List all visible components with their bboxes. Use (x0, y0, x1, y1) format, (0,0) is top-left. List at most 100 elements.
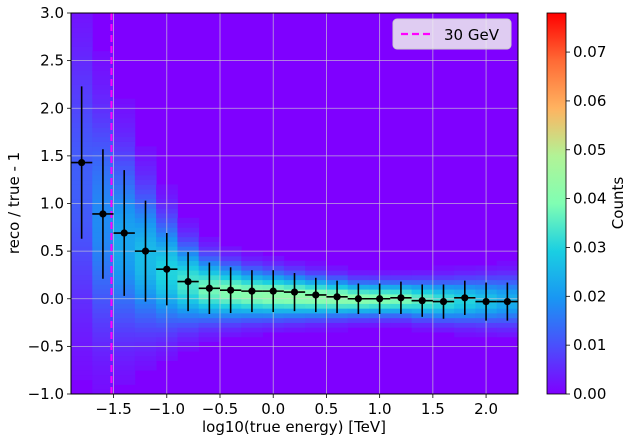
heatmap-cell (198, 241, 221, 247)
data-point (411, 284, 433, 317)
x-tick-label: 0.5 (314, 400, 338, 418)
heatmap-cell (71, 70, 93, 76)
colorbar-tick-label: 0.05 (573, 141, 606, 159)
heatmap-cell (198, 332, 221, 338)
point-marker (312, 291, 320, 299)
heatmap-cell (92, 370, 114, 376)
heatmap-cell (241, 251, 263, 257)
heatmap-cell (496, 322, 518, 328)
heatmap-cell (113, 317, 136, 323)
y-tick-label: 2.0 (40, 99, 64, 117)
heatmap-cell (92, 293, 114, 300)
heatmap-cell (113, 141, 136, 147)
heatmap-cell (390, 274, 412, 281)
heatmap-cell (71, 60, 93, 66)
data-point (220, 267, 242, 314)
heatmap-cell (496, 260, 518, 266)
x-axis-ticks: −1.5 −1.0 −0.5 0.0 0.5 1.0 1.5 2.0 (95, 394, 498, 418)
heatmap-cell (134, 165, 157, 171)
heatmap-cell (134, 308, 157, 314)
point-marker (141, 247, 150, 255)
heatmap-cell (71, 336, 93, 343)
heatmap-cell (92, 55, 114, 62)
heatmap-cell (390, 322, 412, 328)
x-tick-label: 0.0 (261, 400, 285, 418)
data-point (241, 270, 263, 313)
heatmap-cell (134, 351, 157, 357)
heatmap-cell (71, 284, 93, 290)
heatmap-cell (198, 255, 221, 262)
heatmap-cell (71, 355, 93, 362)
heatmap-cell (411, 327, 434, 333)
heatmap-cell (92, 89, 114, 95)
heatmap-cell (71, 260, 93, 266)
heatmap-cell (92, 79, 114, 85)
heatmap-cell (496, 274, 518, 281)
heatmap-cell (113, 370, 136, 376)
point-marker (354, 295, 362, 303)
colorbar-tick-label: 0.04 (573, 190, 606, 208)
heatmap-cell (326, 274, 349, 281)
point-marker (184, 278, 192, 286)
heatmap-cell (220, 313, 242, 319)
heatmap-cell (134, 151, 157, 157)
x-tick-label: 2.0 (474, 400, 498, 418)
heatmap-cell (177, 241, 200, 247)
heatmap-cell (134, 170, 157, 176)
heatmap-cell (92, 70, 114, 76)
heatmap-cell (92, 355, 114, 362)
point-marker (205, 284, 213, 292)
heatmap-cell (113, 122, 136, 128)
heatmap-cell (92, 108, 114, 114)
legend: 30 GeV (392, 18, 512, 50)
heatmap-cell (113, 308, 136, 314)
heatmap-cell (71, 22, 93, 28)
heatmap-cell (71, 289, 93, 295)
heatmap-cell (71, 41, 93, 47)
data-point (432, 284, 455, 319)
x-tick-label: 1.5 (421, 400, 445, 418)
data-point (390, 281, 412, 314)
heatmap-cell (71, 341, 93, 347)
colorbar-gradient (546, 12, 567, 395)
heatmap-cell (92, 308, 114, 314)
heatmap-cell (134, 322, 157, 328)
heatmap-cell (92, 93, 114, 100)
heatmap-cell (134, 313, 157, 319)
heatmap-cell (71, 55, 93, 62)
heatmap-cell (71, 255, 93, 262)
data-point (262, 270, 284, 313)
heatmap-cell (92, 51, 114, 57)
heatmap-cell (92, 113, 114, 119)
heatmap-cell (92, 322, 114, 328)
data-point (177, 252, 199, 312)
heatmap-cell (92, 60, 114, 66)
heatmap-cell (92, 117, 114, 123)
heatmap-cell (177, 222, 200, 228)
heatmap-cell (134, 317, 157, 323)
heatmap-cell (134, 193, 157, 200)
data-point (198, 262, 220, 314)
data-point (475, 282, 497, 321)
data-point (134, 200, 157, 302)
heatmap-cell (134, 365, 157, 371)
heatmap-cell (326, 322, 349, 328)
heatmap-cell (113, 346, 136, 352)
heatmap-cell (134, 174, 157, 181)
heatmap-cell (347, 270, 370, 276)
heatmap-cell (220, 322, 242, 328)
heatmap-cell (92, 317, 114, 323)
heatmap-cell (432, 265, 455, 271)
point-marker (482, 298, 490, 306)
heatmap-cell (71, 317, 93, 323)
x-tick-label: −1.0 (149, 400, 185, 418)
heatmap-cell (454, 317, 476, 323)
heatmap-cell (71, 79, 93, 85)
heatmap-cell (177, 217, 200, 223)
heatmap-cell (71, 374, 93, 381)
heatmap-cell (347, 274, 370, 281)
heatmap-cell (71, 346, 93, 352)
colorbar-tick-label: 0.02 (573, 287, 606, 305)
heatmap-cell (113, 374, 136, 381)
heatmap-cell (283, 265, 306, 271)
